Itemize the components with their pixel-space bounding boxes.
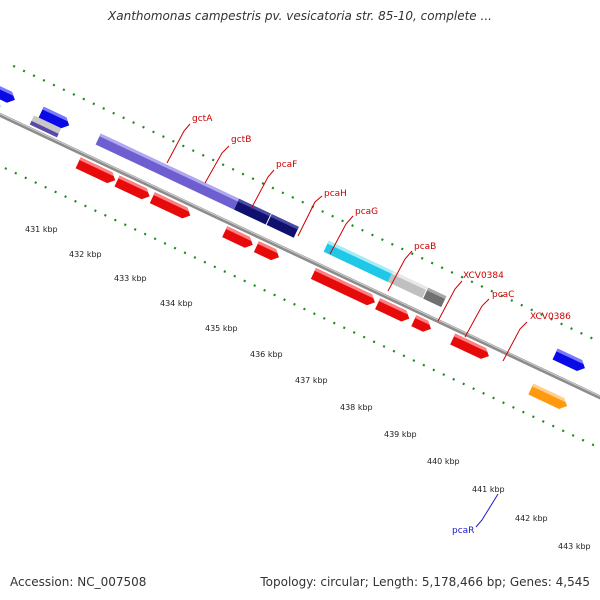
kbp-label: 440 kbp <box>427 457 460 466</box>
gene-pcaC[interactable] <box>423 287 447 308</box>
gene-gctB[interactable] <box>234 198 271 225</box>
kbp-label: 441 kbp <box>472 485 505 494</box>
gene-reverse-red-7[interactable] <box>375 298 412 324</box>
gene-label-pcaB[interactable]: pcaB <box>387 242 436 292</box>
gene-label-pcaR[interactable]: pcaR <box>452 493 499 536</box>
svg-text:pcaB: pcaB <box>414 242 436 252</box>
gene-labels: gctA gctB pcaF pcaH pcaG pcaB <box>166 114 571 536</box>
kbp-label: 431 kbp <box>25 225 58 234</box>
gene-reverse-red-4[interactable] <box>222 226 255 250</box>
gene-label-pcaH[interactable]: pcaH <box>297 189 347 237</box>
svg-text:pcaR: pcaR <box>452 526 474 536</box>
gene-label-XCV0384[interactable]: XCV0384 <box>437 271 504 322</box>
gene-label-gctA[interactable]: gctA <box>166 114 213 164</box>
svg-text:gctB: gctB <box>231 135 251 145</box>
svg-text:pcaF: pcaF <box>276 160 297 170</box>
svg-text:pcaG: pcaG <box>355 207 378 217</box>
gene-pcaR[interactable] <box>528 383 569 412</box>
kbp-label: 439 kbp <box>384 430 417 439</box>
reverse-genes <box>75 157 569 412</box>
svg-text:pcaH: pcaH <box>324 189 347 199</box>
gene-forward-blue-2[interactable] <box>38 106 72 131</box>
gene-pcaB[interactable] <box>323 240 393 282</box>
gene-reverse-red-2[interactable] <box>114 175 152 202</box>
kbp-scale-labels: 431 kbp 432 kbp 433 kbp 434 kbp 435 kbp … <box>25 225 591 551</box>
genome-title: Xanthomonas campestris pv. vesicatoria s… <box>108 9 492 23</box>
gene-label-pcaF[interactable]: pcaF <box>250 160 297 210</box>
kbp-label: 435 kbp <box>205 324 238 333</box>
genome-backbone <box>0 49 600 437</box>
kbp-label: 432 kbp <box>69 250 102 259</box>
gene-forward-cyan[interactable] <box>0 55 3 112</box>
gene-label-XCV0386[interactable]: XCV0386 <box>502 312 571 362</box>
forward-genes <box>0 80 588 374</box>
svg-text:pcaC: pcaC <box>492 290 514 300</box>
gene-reverse-red-3[interactable] <box>149 192 193 221</box>
genome-summary-text: Topology: circular; Length: 5,178,466 bp… <box>260 575 590 589</box>
gene-pcaF[interactable] <box>266 214 299 238</box>
gene-forward-blue-3[interactable] <box>552 348 588 374</box>
kbp-label: 442 kbp <box>515 514 548 523</box>
gene-forward-blue-1[interactable] <box>0 80 17 105</box>
kbp-label: 433 kbp <box>114 274 147 283</box>
svg-text:XCV0384: XCV0384 <box>463 271 504 281</box>
genome-track <box>0 49 600 469</box>
gene-gctA[interactable] <box>95 133 240 210</box>
kbp-label: 438 kbp <box>340 403 373 412</box>
forward-genes-row2 <box>0 55 62 138</box>
gene-label-gctB[interactable]: gctB <box>204 135 251 184</box>
gene-reverse-red-8[interactable] <box>411 315 433 334</box>
gene-label-pcaG[interactable]: pcaG <box>329 207 378 255</box>
kbp-label: 436 kbp <box>250 350 283 359</box>
gene-reverse-red-5[interactable] <box>253 241 282 263</box>
gene-reverse-red-1[interactable] <box>75 157 118 185</box>
gene-label-pcaC[interactable]: pcaC <box>464 290 514 338</box>
kbp-label: 434 kbp <box>160 299 193 308</box>
gene-forward-gray[interactable] <box>29 115 62 138</box>
gene-reverse-red-6[interactable] <box>310 268 378 308</box>
inner-tick-line <box>0 92 600 469</box>
kbp-label: 437 kbp <box>295 376 328 385</box>
gene-XCV0384[interactable] <box>387 271 428 299</box>
accession-text: Accession: NC_007508 <box>10 575 147 589</box>
kbp-label: 443 kbp <box>558 542 591 551</box>
svg-text:XCV0386: XCV0386 <box>530 312 571 322</box>
gene-XCV0386[interactable] <box>450 333 491 362</box>
svg-text:gctA: gctA <box>192 114 213 124</box>
